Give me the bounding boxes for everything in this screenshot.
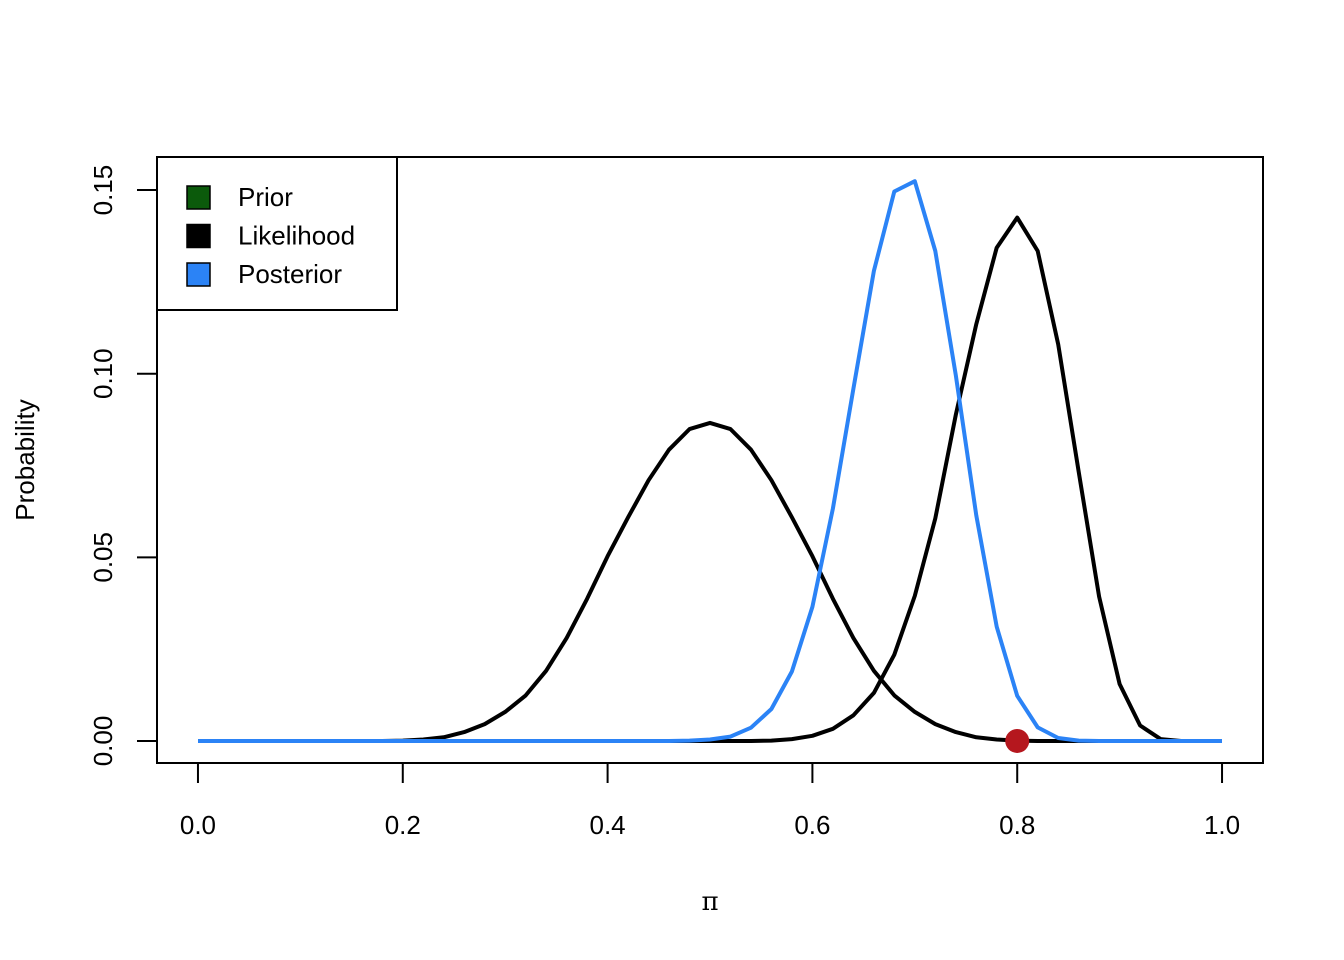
series-group	[198, 179, 1222, 743]
y-tick-label: 0.15	[88, 165, 118, 216]
x-axis: 0.0 0.2 0.4 0.6 0.8 1.0	[180, 762, 1240, 840]
y-tick-label: 0.00	[88, 716, 118, 767]
legend: Prior Likelihood Posterior	[156, 156, 398, 311]
points-group	[1005, 728, 1030, 753]
x-axis-title: π	[701, 887, 718, 917]
x-tick-label: 0.6	[794, 810, 830, 840]
legend-swatch	[186, 223, 211, 249]
y-tick-label: 0.10	[88, 348, 118, 399]
legend-label: Likelihood	[238, 221, 355, 251]
legend-swatch	[186, 185, 211, 210]
series-line-3	[198, 179, 1222, 743]
legend-label: Posterior	[238, 259, 342, 289]
x-tick-label: 0.0	[180, 810, 216, 840]
legend-swatch	[186, 262, 211, 287]
series-line-1	[198, 420, 1222, 743]
x-tick-label: 0.2	[385, 810, 421, 840]
x-tick-label: 1.0	[1204, 810, 1240, 840]
data-point	[1005, 728, 1030, 753]
y-tick-label: 0.05	[88, 532, 118, 583]
x-tick-label: 0.4	[590, 810, 626, 840]
y-axis: 0.00 0.05 0.10 0.15	[88, 165, 158, 767]
legend-label: Prior	[238, 182, 293, 212]
x-tick-label: 0.8	[999, 810, 1035, 840]
y-axis-title: Probability	[10, 399, 40, 520]
